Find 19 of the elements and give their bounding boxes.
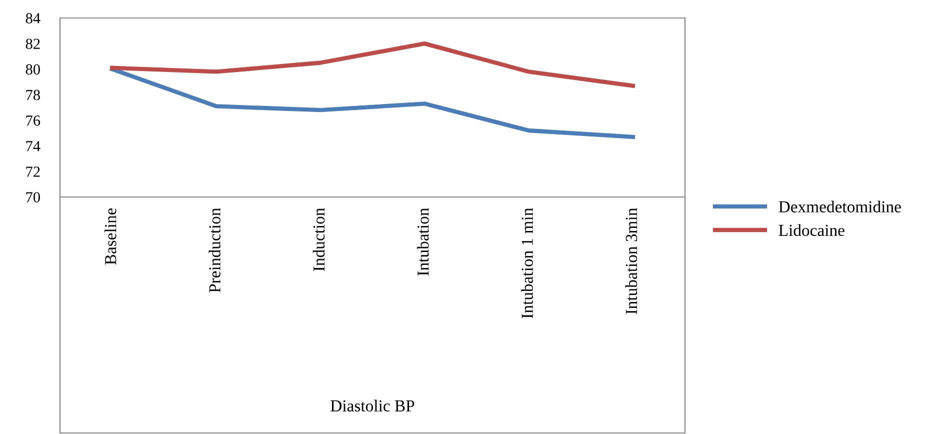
y-tick-label: 74 [26, 141, 40, 152]
x-tick-label: Intubation 1 min [521, 208, 533, 318]
x-tick-label: Induction [312, 208, 325, 272]
y-tick-label: 78 [26, 90, 40, 100]
y-tick-label: 84 [26, 13, 40, 24]
y-tick-label: 70 [26, 192, 40, 202]
line-series [110, 41, 635, 88]
y-tick-label: 82 [26, 38, 40, 50]
line-series [110, 67, 635, 139]
y-tick-label: 80 [26, 64, 40, 75]
legend-label: Dexmedetomidine [778, 200, 901, 212]
x-tick-label: Intubation [417, 208, 429, 276]
y-tick-label: 76 [26, 115, 40, 126]
x-tick-label: Baseline [104, 208, 116, 265]
x-axis-title: Diastolic BP [330, 400, 414, 412]
legend-label: Lidocaine [778, 224, 844, 236]
y-tick-label: 72 [26, 166, 40, 177]
x-tick-label: Intubation 3min [625, 208, 638, 314]
x-tick-label: Preinduction [208, 208, 220, 292]
